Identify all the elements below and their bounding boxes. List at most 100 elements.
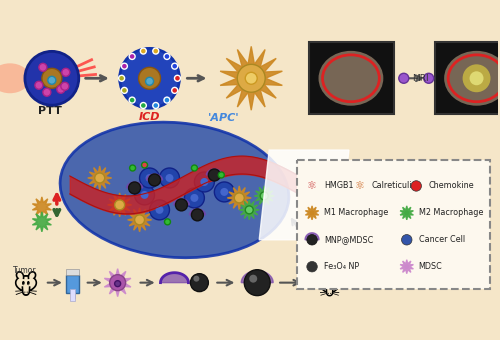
Circle shape	[218, 172, 224, 178]
Ellipse shape	[0, 63, 30, 93]
Circle shape	[192, 209, 203, 221]
Text: ⚛: ⚛	[354, 181, 364, 191]
Circle shape	[129, 53, 135, 60]
Text: 🐭: 🐭	[318, 277, 340, 299]
Circle shape	[200, 178, 208, 186]
Circle shape	[424, 73, 434, 83]
Polygon shape	[32, 197, 52, 217]
Circle shape	[153, 102, 158, 108]
Bar	[66, 269, 79, 275]
Circle shape	[411, 181, 422, 191]
Circle shape	[245, 206, 253, 214]
Text: Cancer Cell: Cancer Cell	[418, 235, 465, 244]
Polygon shape	[190, 209, 206, 215]
Text: MDSC: MDSC	[418, 262, 442, 271]
Circle shape	[234, 193, 244, 203]
Ellipse shape	[444, 51, 500, 106]
Circle shape	[190, 194, 198, 202]
Circle shape	[164, 53, 170, 60]
Text: MRI: MRI	[412, 74, 428, 83]
Circle shape	[184, 188, 204, 208]
Circle shape	[35, 81, 43, 89]
Circle shape	[130, 165, 136, 171]
Polygon shape	[104, 269, 131, 296]
Circle shape	[164, 219, 170, 225]
Circle shape	[146, 77, 154, 85]
Circle shape	[208, 169, 220, 181]
Circle shape	[190, 274, 208, 292]
Circle shape	[42, 68, 62, 88]
Circle shape	[192, 165, 198, 171]
Circle shape	[140, 191, 148, 199]
Circle shape	[114, 200, 124, 210]
Circle shape	[174, 75, 180, 81]
Bar	[66, 275, 79, 293]
Circle shape	[134, 185, 154, 205]
Circle shape	[118, 75, 124, 81]
Circle shape	[244, 270, 270, 295]
Text: Chemokine: Chemokine	[428, 182, 474, 190]
Circle shape	[122, 63, 128, 69]
Polygon shape	[160, 273, 188, 283]
Polygon shape	[306, 206, 318, 220]
Circle shape	[25, 51, 79, 105]
Circle shape	[399, 73, 408, 83]
Polygon shape	[88, 166, 112, 190]
Circle shape	[172, 63, 177, 69]
Circle shape	[148, 174, 160, 186]
Circle shape	[140, 168, 160, 188]
Circle shape	[62, 68, 70, 76]
Circle shape	[150, 200, 170, 220]
Circle shape	[470, 71, 484, 85]
Text: PTT: PTT	[38, 106, 62, 116]
Circle shape	[307, 235, 318, 245]
Text: M1 Macrophage: M1 Macrophage	[324, 208, 388, 217]
Circle shape	[462, 64, 490, 92]
Bar	[434, 42, 500, 114]
Bar	[70, 289, 75, 301]
Circle shape	[146, 174, 154, 182]
Polygon shape	[220, 46, 282, 110]
Circle shape	[249, 275, 257, 283]
Text: M2 Macrophage: M2 Macrophage	[418, 208, 483, 217]
Ellipse shape	[318, 51, 384, 106]
Circle shape	[120, 48, 180, 108]
Circle shape	[194, 276, 200, 282]
Circle shape	[153, 48, 158, 54]
Polygon shape	[146, 174, 162, 180]
Circle shape	[402, 235, 412, 245]
Circle shape	[260, 192, 268, 200]
Circle shape	[140, 102, 146, 108]
Circle shape	[129, 97, 135, 103]
Circle shape	[94, 173, 104, 183]
Circle shape	[57, 85, 65, 93]
Text: ICD: ICD	[139, 112, 160, 122]
Polygon shape	[240, 200, 259, 220]
Ellipse shape	[60, 122, 289, 258]
Polygon shape	[108, 193, 132, 217]
Polygon shape	[228, 186, 251, 210]
Circle shape	[214, 182, 234, 202]
Circle shape	[220, 188, 228, 196]
Circle shape	[134, 215, 144, 225]
Circle shape	[164, 97, 170, 103]
Polygon shape	[305, 233, 319, 240]
Polygon shape	[32, 212, 52, 232]
Polygon shape	[242, 271, 273, 283]
Circle shape	[194, 172, 214, 192]
Text: Tumor: Tumor	[13, 266, 36, 275]
Polygon shape	[259, 150, 349, 240]
Circle shape	[238, 64, 265, 92]
Circle shape	[122, 87, 128, 94]
Circle shape	[140, 48, 146, 54]
Circle shape	[156, 206, 164, 214]
Circle shape	[307, 261, 318, 272]
Circle shape	[61, 82, 69, 90]
Polygon shape	[126, 182, 142, 188]
Circle shape	[172, 87, 177, 94]
Text: 'APC': 'APC'	[208, 113, 239, 123]
Polygon shape	[400, 206, 413, 220]
Polygon shape	[206, 169, 222, 175]
Text: ⚛: ⚛	[307, 181, 317, 191]
Polygon shape	[254, 186, 274, 206]
